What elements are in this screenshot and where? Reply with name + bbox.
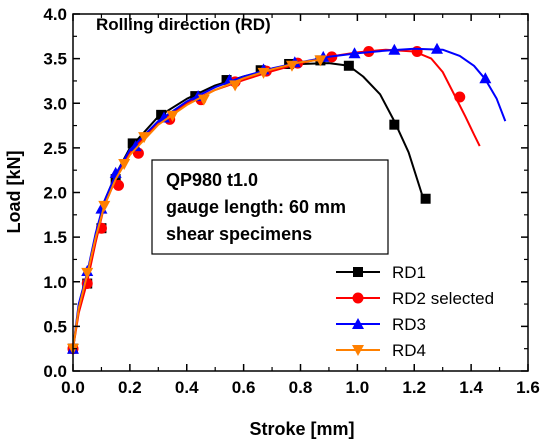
legend-marker bbox=[352, 318, 364, 329]
x-tick-label: 0.6 bbox=[232, 378, 256, 397]
data-point-1-14 bbox=[420, 193, 431, 204]
data-point-2-13 bbox=[411, 45, 423, 57]
x-tick-label: 1.4 bbox=[459, 378, 483, 397]
x-tick-label: 1.0 bbox=[346, 378, 370, 397]
data-point-4-11 bbox=[314, 55, 327, 67]
data-point-3-5 bbox=[129, 140, 142, 152]
annotation-box: QP980 t1.0 gauge length: 60 mm shear spe… bbox=[151, 159, 389, 255]
x-tick-label: 1.6 bbox=[516, 378, 540, 397]
data-point-1-13 bbox=[389, 119, 400, 130]
legend-label: RD3 bbox=[392, 315, 426, 334]
data-point-4-3 bbox=[98, 200, 111, 212]
data-point-2-4 bbox=[113, 179, 124, 191]
legend-item-4: RD4 bbox=[336, 341, 426, 360]
data-point-2-14 bbox=[454, 91, 466, 103]
data-point-3-14 bbox=[431, 42, 443, 54]
data-point-1-5 bbox=[127, 138, 138, 149]
y-axis-title: Load [kN] bbox=[4, 151, 24, 234]
y-tick-label: 3.5 bbox=[43, 50, 67, 69]
data-point-1-6 bbox=[156, 109, 167, 120]
chart-title: Rolling direction (RD) bbox=[96, 15, 271, 34]
legend: RD1 RD2 selected RD3 RD4 bbox=[336, 263, 494, 360]
annotation-line-3: shear specimens bbox=[166, 224, 312, 244]
data-point-4-10 bbox=[285, 60, 298, 72]
legend-label: RD1 bbox=[392, 263, 426, 282]
data-point-1-12 bbox=[343, 60, 354, 71]
data-point-4-7 bbox=[197, 94, 210, 106]
legend-label: RD2 selected bbox=[392, 289, 494, 308]
x-tick-label: 0.0 bbox=[61, 378, 85, 397]
x-tick-label: 0.8 bbox=[289, 378, 313, 397]
y-tick-label: 4.0 bbox=[43, 5, 67, 24]
legend-item-3: RD3 bbox=[336, 315, 426, 334]
y-tick-label: 1.0 bbox=[43, 273, 67, 292]
legend-item-1: RD1 bbox=[336, 263, 426, 282]
y-tick-label: 0.5 bbox=[43, 317, 67, 336]
annotation-frame bbox=[151, 159, 389, 255]
x-tick-label: 1.2 bbox=[402, 378, 426, 397]
x-axis-title: Stroke [mm] bbox=[249, 419, 354, 439]
data-point-4-8 bbox=[229, 80, 242, 92]
data-point-4-6 bbox=[166, 110, 179, 122]
legend-label: RD4 bbox=[392, 341, 426, 360]
annotation-line-1: QP980 t1.0 bbox=[166, 170, 258, 190]
data-point-4-5 bbox=[138, 132, 151, 144]
x-tick-label: 0.4 bbox=[175, 378, 199, 397]
data-point-4-4 bbox=[118, 158, 131, 170]
axes-layer: 0.0 0.2 0.4 0.6 0.8 1.0 1.2 1.4 1.6 0.0 0.5 1.0 1.5 2… bbox=[43, 5, 539, 397]
legend-marker bbox=[352, 292, 364, 304]
legend-marker bbox=[353, 267, 363, 277]
data-point-3-13 bbox=[388, 43, 401, 55]
data-point-4-2 bbox=[81, 267, 94, 279]
y-tick-label: 3.0 bbox=[43, 94, 67, 113]
data-point-3-12 bbox=[348, 47, 361, 59]
y-tick-label: 0.0 bbox=[43, 362, 67, 381]
series-layer bbox=[67, 42, 507, 355]
data-point-3-15 bbox=[479, 72, 492, 84]
series-4 bbox=[67, 55, 327, 355]
y-tick-label: 2.5 bbox=[43, 139, 67, 158]
legend-marker bbox=[352, 345, 364, 356]
y-tick-label: 1.5 bbox=[43, 228, 67, 247]
y-tick-label: 2.0 bbox=[43, 184, 67, 203]
annotation-line-2: gauge length: 60 mm bbox=[166, 197, 346, 217]
legend-item-2: RD2 selected bbox=[336, 289, 494, 308]
x-tick-label: 0.2 bbox=[118, 378, 142, 397]
data-point-4-9 bbox=[257, 67, 270, 79]
